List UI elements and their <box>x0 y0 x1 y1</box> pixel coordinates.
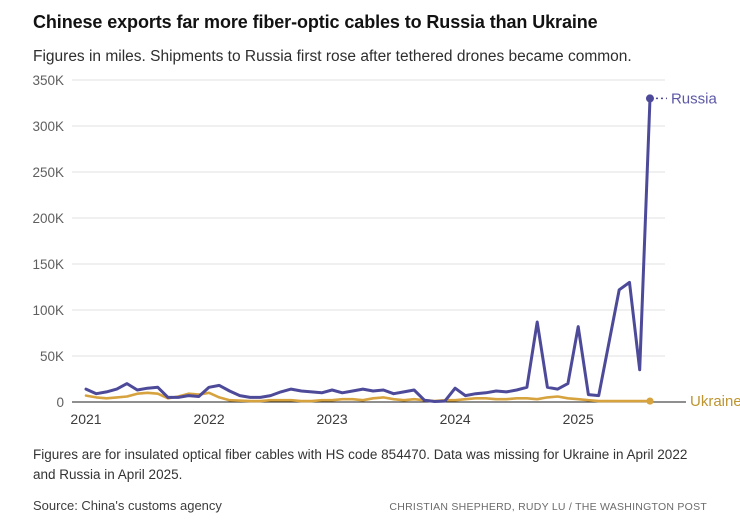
chart-subtitle: Figures in miles. Shipments to Russia fi… <box>33 47 632 65</box>
y-tick-label: 200K <box>32 211 64 226</box>
y-tick-label: 50K <box>40 349 64 364</box>
x-tick-label: 2025 <box>563 411 594 427</box>
russia-label: Russia <box>671 90 718 107</box>
y-tick-label: 0 <box>56 395 64 410</box>
x-tick-label: 2023 <box>317 411 348 427</box>
y-tick-label: 350K <box>32 73 64 88</box>
chart-svg: 0 50K 100K 150K 200K 250K 300K 350K 2021 2022 2023… <box>32 73 740 427</box>
x-tick-label: 2021 <box>70 411 101 427</box>
y-tick-label: 150K <box>32 257 64 272</box>
chart-footer: Figures are for insulated optical fiber … <box>0 445 740 513</box>
y-axis: 0 50K 100K 150K 200K 250K 300K 350K <box>32 73 64 410</box>
y-tick-label: 250K <box>32 165 64 180</box>
russia-line <box>84 96 652 403</box>
chart-note: Figures are for insulated optical fiber … <box>33 446 688 482</box>
x-tick-label: 2022 <box>193 411 224 427</box>
source-row: Source: China's customs agency CHRISTIAN… <box>33 498 707 513</box>
gridlines <box>72 79 665 357</box>
ukraine-endpoint <box>646 397 654 405</box>
ukraine-label: Ukraine <box>690 393 740 410</box>
russia-endpoint <box>645 94 654 103</box>
chart-header: Chinese exports far more fiber-optic cab… <box>0 0 740 67</box>
y-tick-label: 300K <box>32 119 64 134</box>
byline-credit: CHRISTIAN SHEPHERD, RUDY LU / THE WASHIN… <box>389 500 707 513</box>
source-line: Source: China's customs agency <box>33 497 222 513</box>
x-axis: 2021 2022 2023 2024 2025 <box>70 411 594 427</box>
page-title: Chinese exports far more fiber-optic cab… <box>33 12 598 32</box>
y-tick-label: 100K <box>32 303 64 318</box>
x-tick-label: 2024 <box>440 411 471 427</box>
line-chart: 0 50K 100K 150K 200K 250K 300K 350K 2021 2022 2023… <box>0 69 740 437</box>
